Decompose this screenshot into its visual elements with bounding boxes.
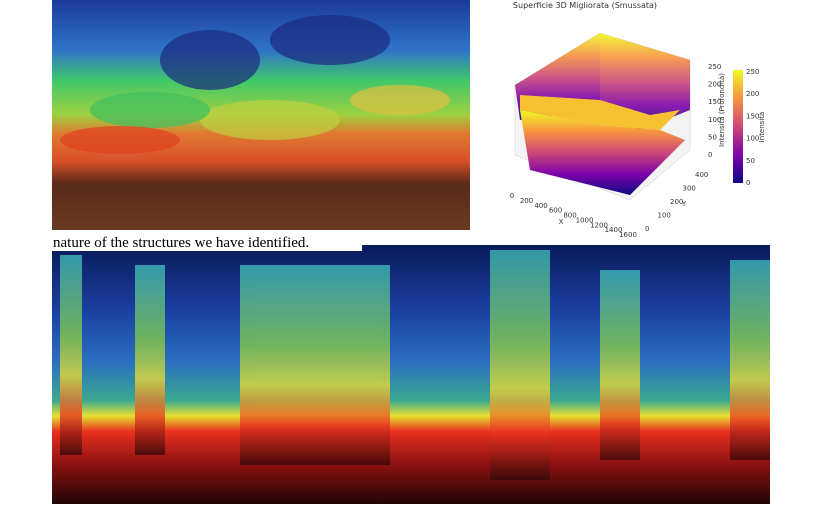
x-tick-label: 1600 bbox=[619, 231, 637, 239]
top-heatmap-texture bbox=[60, 15, 450, 154]
y-label: Y bbox=[681, 200, 687, 208]
colorbar-tick-label: 200 bbox=[746, 90, 759, 98]
plot-title: Superficie 3D Migliorata (Smussata) bbox=[513, 1, 657, 10]
caption-bg bbox=[52, 233, 362, 251]
y-tick-label: 300 bbox=[683, 185, 696, 193]
y-tick-label: 400 bbox=[695, 171, 708, 179]
x-tick-label: 1400 bbox=[605, 226, 623, 234]
x-tick-label: 1000 bbox=[576, 216, 594, 224]
bottom-heatmap bbox=[52, 245, 770, 504]
colorbar-tick-label: 150 bbox=[746, 112, 759, 120]
x-tick-label: 1200 bbox=[590, 221, 608, 229]
surface-plot bbox=[514, 32, 743, 201]
colorbar-tick-label: 100 bbox=[746, 135, 759, 143]
z-tick-label: 50 bbox=[708, 133, 717, 141]
y-tick-label: 100 bbox=[658, 212, 671, 220]
z-tick-label: 150 bbox=[708, 98, 721, 106]
colorbar-label: Intensità bbox=[758, 112, 766, 143]
z-tick-label: 0 bbox=[708, 151, 712, 159]
z-label: Intensità (Profondità) bbox=[718, 73, 726, 147]
y-tick-label: 0 bbox=[645, 225, 649, 233]
caption: nature of the structures we have identif… bbox=[53, 235, 309, 251]
x-tick-label: 200 bbox=[520, 197, 533, 205]
z-tick-label: 100 bbox=[708, 116, 721, 124]
x-tick-label: 600 bbox=[549, 207, 562, 215]
colorbar-tick-label: 0 bbox=[746, 179, 750, 187]
colorbar-tick-label: 250 bbox=[746, 68, 759, 76]
y-tick-label: 200 bbox=[670, 198, 683, 206]
colorbar-tick-label: 50 bbox=[746, 157, 755, 165]
z-tick-label: 250 bbox=[708, 63, 721, 71]
z-tick-label: 200 bbox=[708, 81, 721, 89]
x-tick-label: 400 bbox=[534, 202, 547, 210]
x-tick-label: 0 bbox=[510, 192, 514, 200]
bottom-heatmap-columns bbox=[60, 250, 770, 480]
x-label: X bbox=[559, 218, 564, 226]
x-tick-label: 800 bbox=[563, 212, 576, 220]
